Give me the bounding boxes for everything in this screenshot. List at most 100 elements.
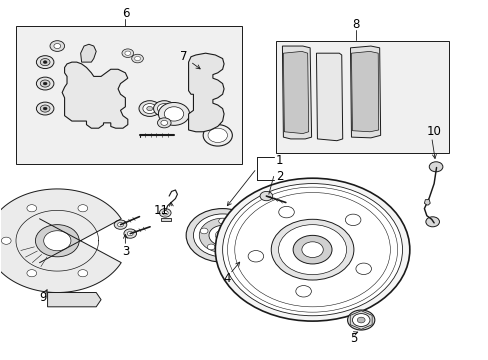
Circle shape [193,214,251,257]
Circle shape [237,228,244,234]
Text: 4: 4 [224,272,231,285]
Circle shape [345,214,360,226]
Polygon shape [62,62,127,128]
Circle shape [157,118,171,128]
Circle shape [357,82,374,95]
Circle shape [43,107,47,110]
Text: 6: 6 [122,8,129,21]
Circle shape [352,314,369,327]
Circle shape [146,107,152,111]
Polygon shape [81,44,96,62]
Text: 8: 8 [352,18,359,31]
Circle shape [186,208,259,262]
Text: 10: 10 [426,125,441,138]
Polygon shape [316,53,342,141]
Text: 2: 2 [276,170,283,183]
Circle shape [43,231,71,251]
Circle shape [207,128,227,143]
Circle shape [40,80,50,87]
Text: 9: 9 [39,291,46,305]
Circle shape [50,41,64,51]
Circle shape [247,251,263,262]
Circle shape [347,310,374,330]
Circle shape [123,229,136,238]
Circle shape [292,235,331,264]
Circle shape [40,105,50,112]
Circle shape [278,225,346,275]
Circle shape [131,54,143,63]
Polygon shape [283,51,308,134]
Bar [16,26,242,164]
Circle shape [164,107,183,121]
Polygon shape [350,46,380,138]
Circle shape [271,219,353,280]
Circle shape [43,82,47,85]
Circle shape [159,208,171,217]
Polygon shape [424,200,429,205]
Circle shape [287,102,305,115]
Circle shape [198,84,212,94]
Circle shape [157,104,171,113]
Circle shape [162,211,168,215]
Circle shape [218,218,226,224]
Circle shape [287,82,305,95]
Circle shape [357,102,374,115]
Circle shape [208,225,236,246]
Circle shape [117,222,123,227]
Circle shape [78,270,87,277]
Polygon shape [161,217,170,221]
Circle shape [142,104,156,113]
Circle shape [134,57,140,61]
Circle shape [161,107,167,111]
Circle shape [193,107,217,125]
Circle shape [54,44,61,49]
Circle shape [161,120,167,125]
Text: 1: 1 [276,154,283,167]
Circle shape [139,101,160,116]
Circle shape [36,77,54,90]
Circle shape [40,59,50,66]
Circle shape [295,285,311,297]
Circle shape [320,61,338,74]
Circle shape [287,63,305,76]
Circle shape [199,218,245,252]
Circle shape [355,263,371,275]
Circle shape [357,317,365,323]
Bar [276,41,448,153]
Circle shape [215,178,409,321]
Polygon shape [188,53,224,132]
Circle shape [158,103,189,125]
Circle shape [320,104,338,117]
Circle shape [1,237,11,244]
Circle shape [127,231,133,236]
Circle shape [78,205,87,212]
Circle shape [425,217,439,227]
Text: 7: 7 [180,50,200,69]
Polygon shape [47,293,101,307]
Circle shape [122,49,133,58]
Circle shape [320,82,338,95]
Text: 3: 3 [122,245,129,258]
Circle shape [200,228,207,234]
Circle shape [357,63,374,76]
Circle shape [36,56,54,68]
Circle shape [27,205,37,212]
Circle shape [43,61,47,64]
Polygon shape [351,51,378,132]
Text: 11: 11 [154,204,169,217]
Circle shape [222,184,402,316]
Circle shape [114,220,126,229]
Text: 5: 5 [349,333,357,346]
Circle shape [124,51,130,55]
Circle shape [193,80,217,98]
Circle shape [27,270,37,277]
Circle shape [428,162,442,172]
Circle shape [278,206,294,218]
Circle shape [230,244,238,250]
Circle shape [36,102,54,115]
Polygon shape [282,46,311,139]
Circle shape [35,225,79,257]
Circle shape [260,192,272,201]
Circle shape [301,242,323,257]
Circle shape [153,101,175,116]
